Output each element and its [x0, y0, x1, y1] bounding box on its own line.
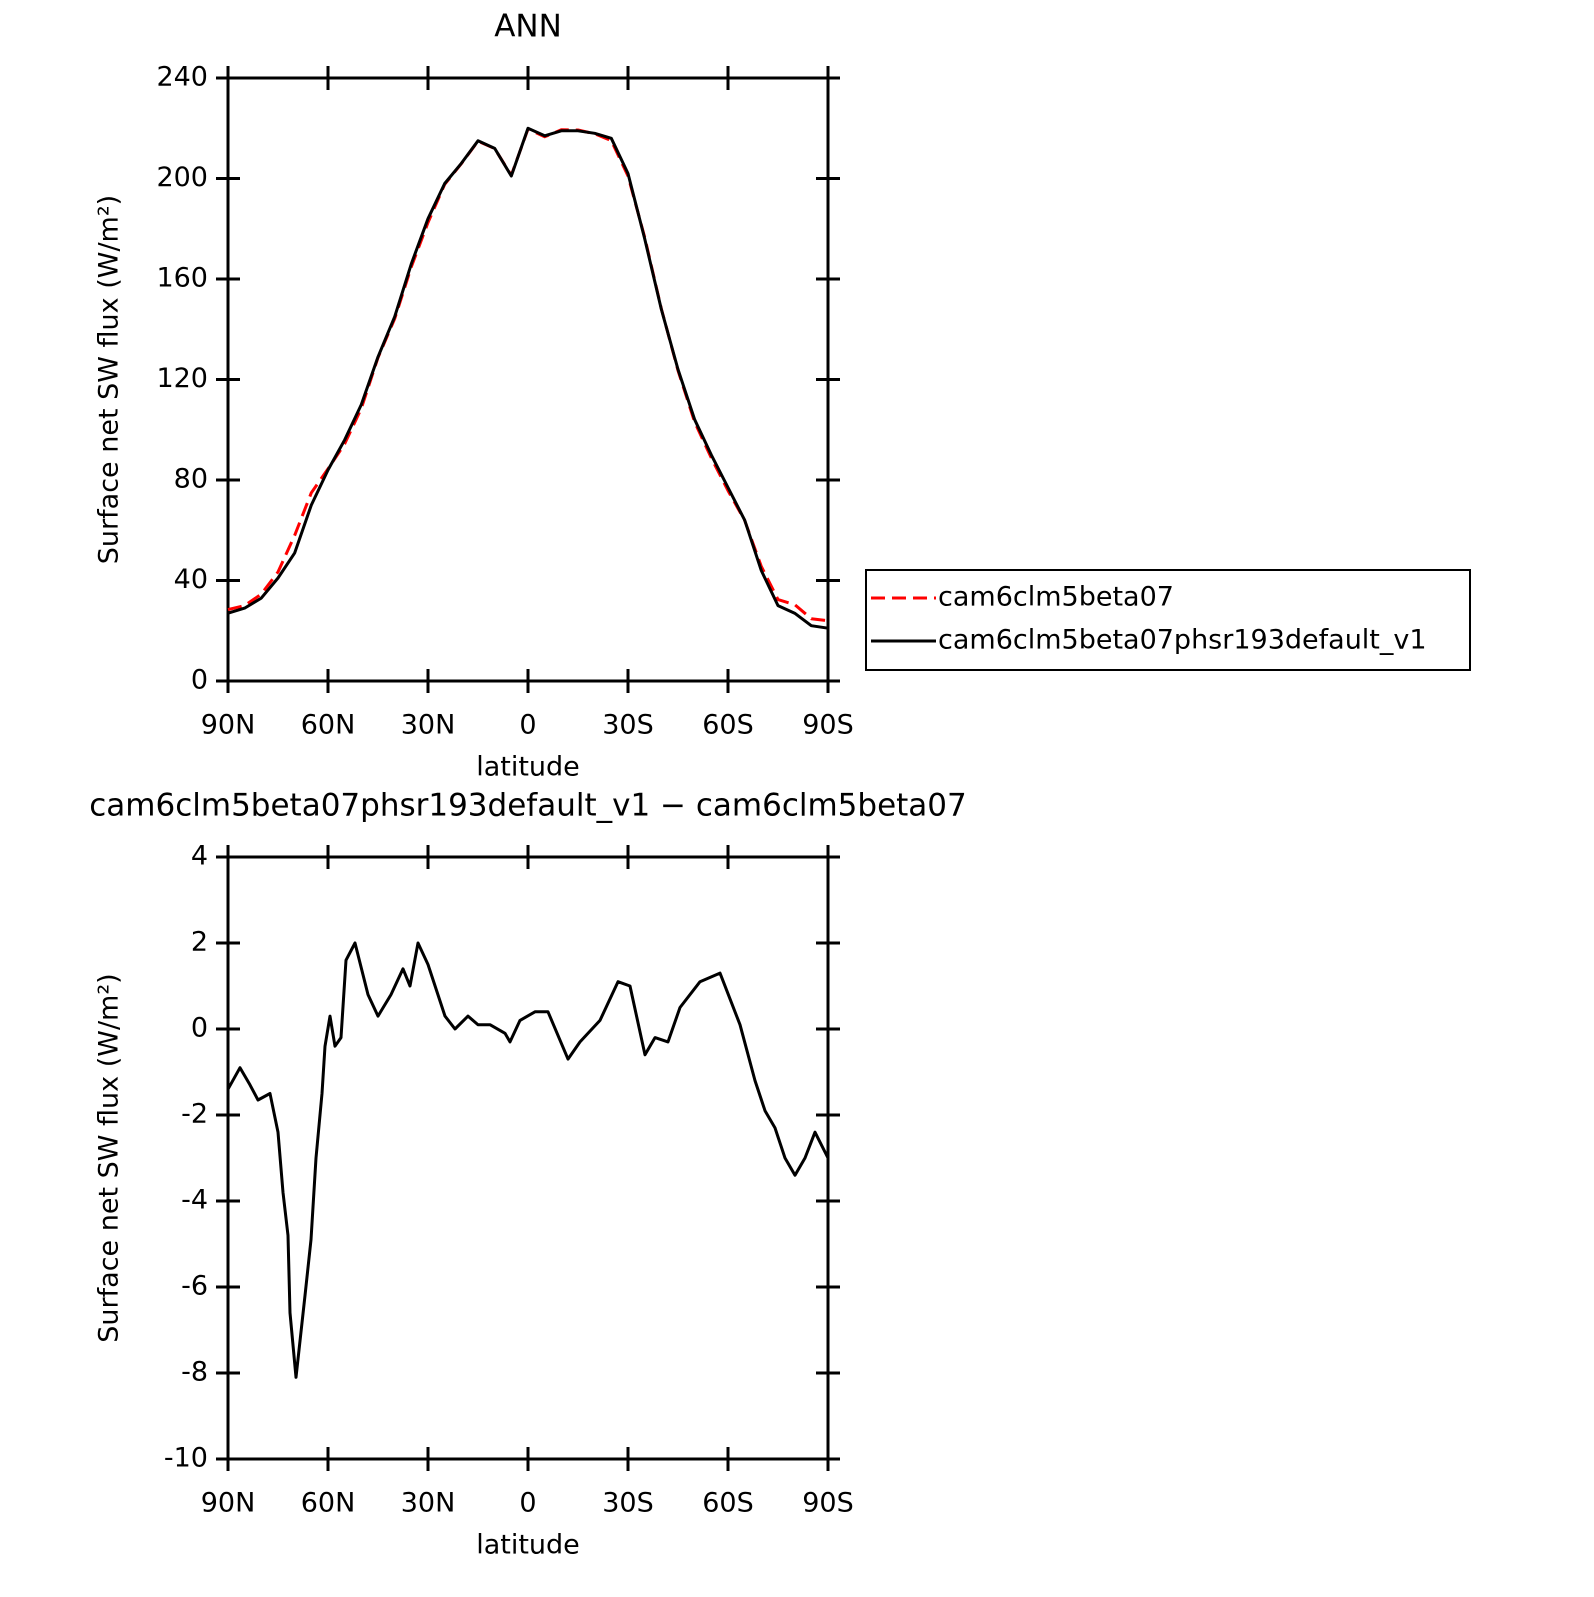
- y-tick-label: 80: [174, 464, 208, 495]
- legend-label: cam6clm5beta07: [938, 582, 1174, 613]
- y-tick-label: -2: [181, 1099, 208, 1130]
- x-tick-label: 90N: [201, 1488, 256, 1519]
- x-axis-label: latitude: [476, 752, 580, 783]
- y-tick-label: 40: [174, 564, 208, 595]
- y-tick-label: 4: [191, 841, 208, 872]
- x-tick-label: 30N: [401, 710, 456, 741]
- x-tick-label: 60N: [301, 1488, 356, 1519]
- legend-box: [865, 569, 1471, 671]
- x-tick-label: 60S: [702, 1488, 754, 1519]
- y-tick-label: 2: [191, 927, 208, 958]
- x-tick-label: 30S: [602, 710, 654, 741]
- x-tick-label: 90N: [201, 710, 256, 741]
- y-tick-label: 0: [191, 1013, 208, 1044]
- y-tick-label: 240: [156, 62, 208, 93]
- x-tick-label: 0: [519, 710, 536, 741]
- series-line: [226, 941, 830, 1379]
- chart-title: cam6clm5beta07phsr193default_v1 − cam6cl…: [89, 788, 967, 824]
- x-tick-label: 90S: [802, 1488, 854, 1519]
- y-axis-label: Surface net SW flux (W/m²): [94, 195, 125, 564]
- y-tick-label: 0: [191, 665, 208, 696]
- legend-label: cam6clm5beta07phsr193default_v1: [938, 625, 1427, 656]
- y-tick-label: -8: [181, 1357, 208, 1388]
- series-line: [227, 126, 829, 630]
- plot-frame: [226, 855, 830, 1461]
- y-tick-label: 160: [156, 263, 208, 294]
- plot-frame: [226, 76, 830, 683]
- x-tick-label: 30N: [401, 1488, 456, 1519]
- chart-title: ANN: [494, 9, 562, 45]
- y-tick-label: -4: [181, 1185, 208, 1216]
- x-tick-label: 90S: [802, 710, 854, 741]
- x-axis-label: latitude: [476, 1530, 580, 1561]
- series-line: [227, 127, 829, 623]
- x-tick-label: 60N: [301, 710, 356, 741]
- y-tick-label: -10: [164, 1443, 208, 1474]
- y-tick-label: -6: [181, 1271, 208, 1302]
- x-tick-label: 30S: [602, 1488, 654, 1519]
- y-axis-label: Surface net SW flux (W/m²): [94, 973, 125, 1342]
- y-tick-label: 200: [156, 162, 208, 193]
- x-tick-label: 60S: [702, 710, 754, 741]
- y-tick-label: 120: [156, 363, 208, 394]
- x-tick-label: 0: [519, 1488, 536, 1519]
